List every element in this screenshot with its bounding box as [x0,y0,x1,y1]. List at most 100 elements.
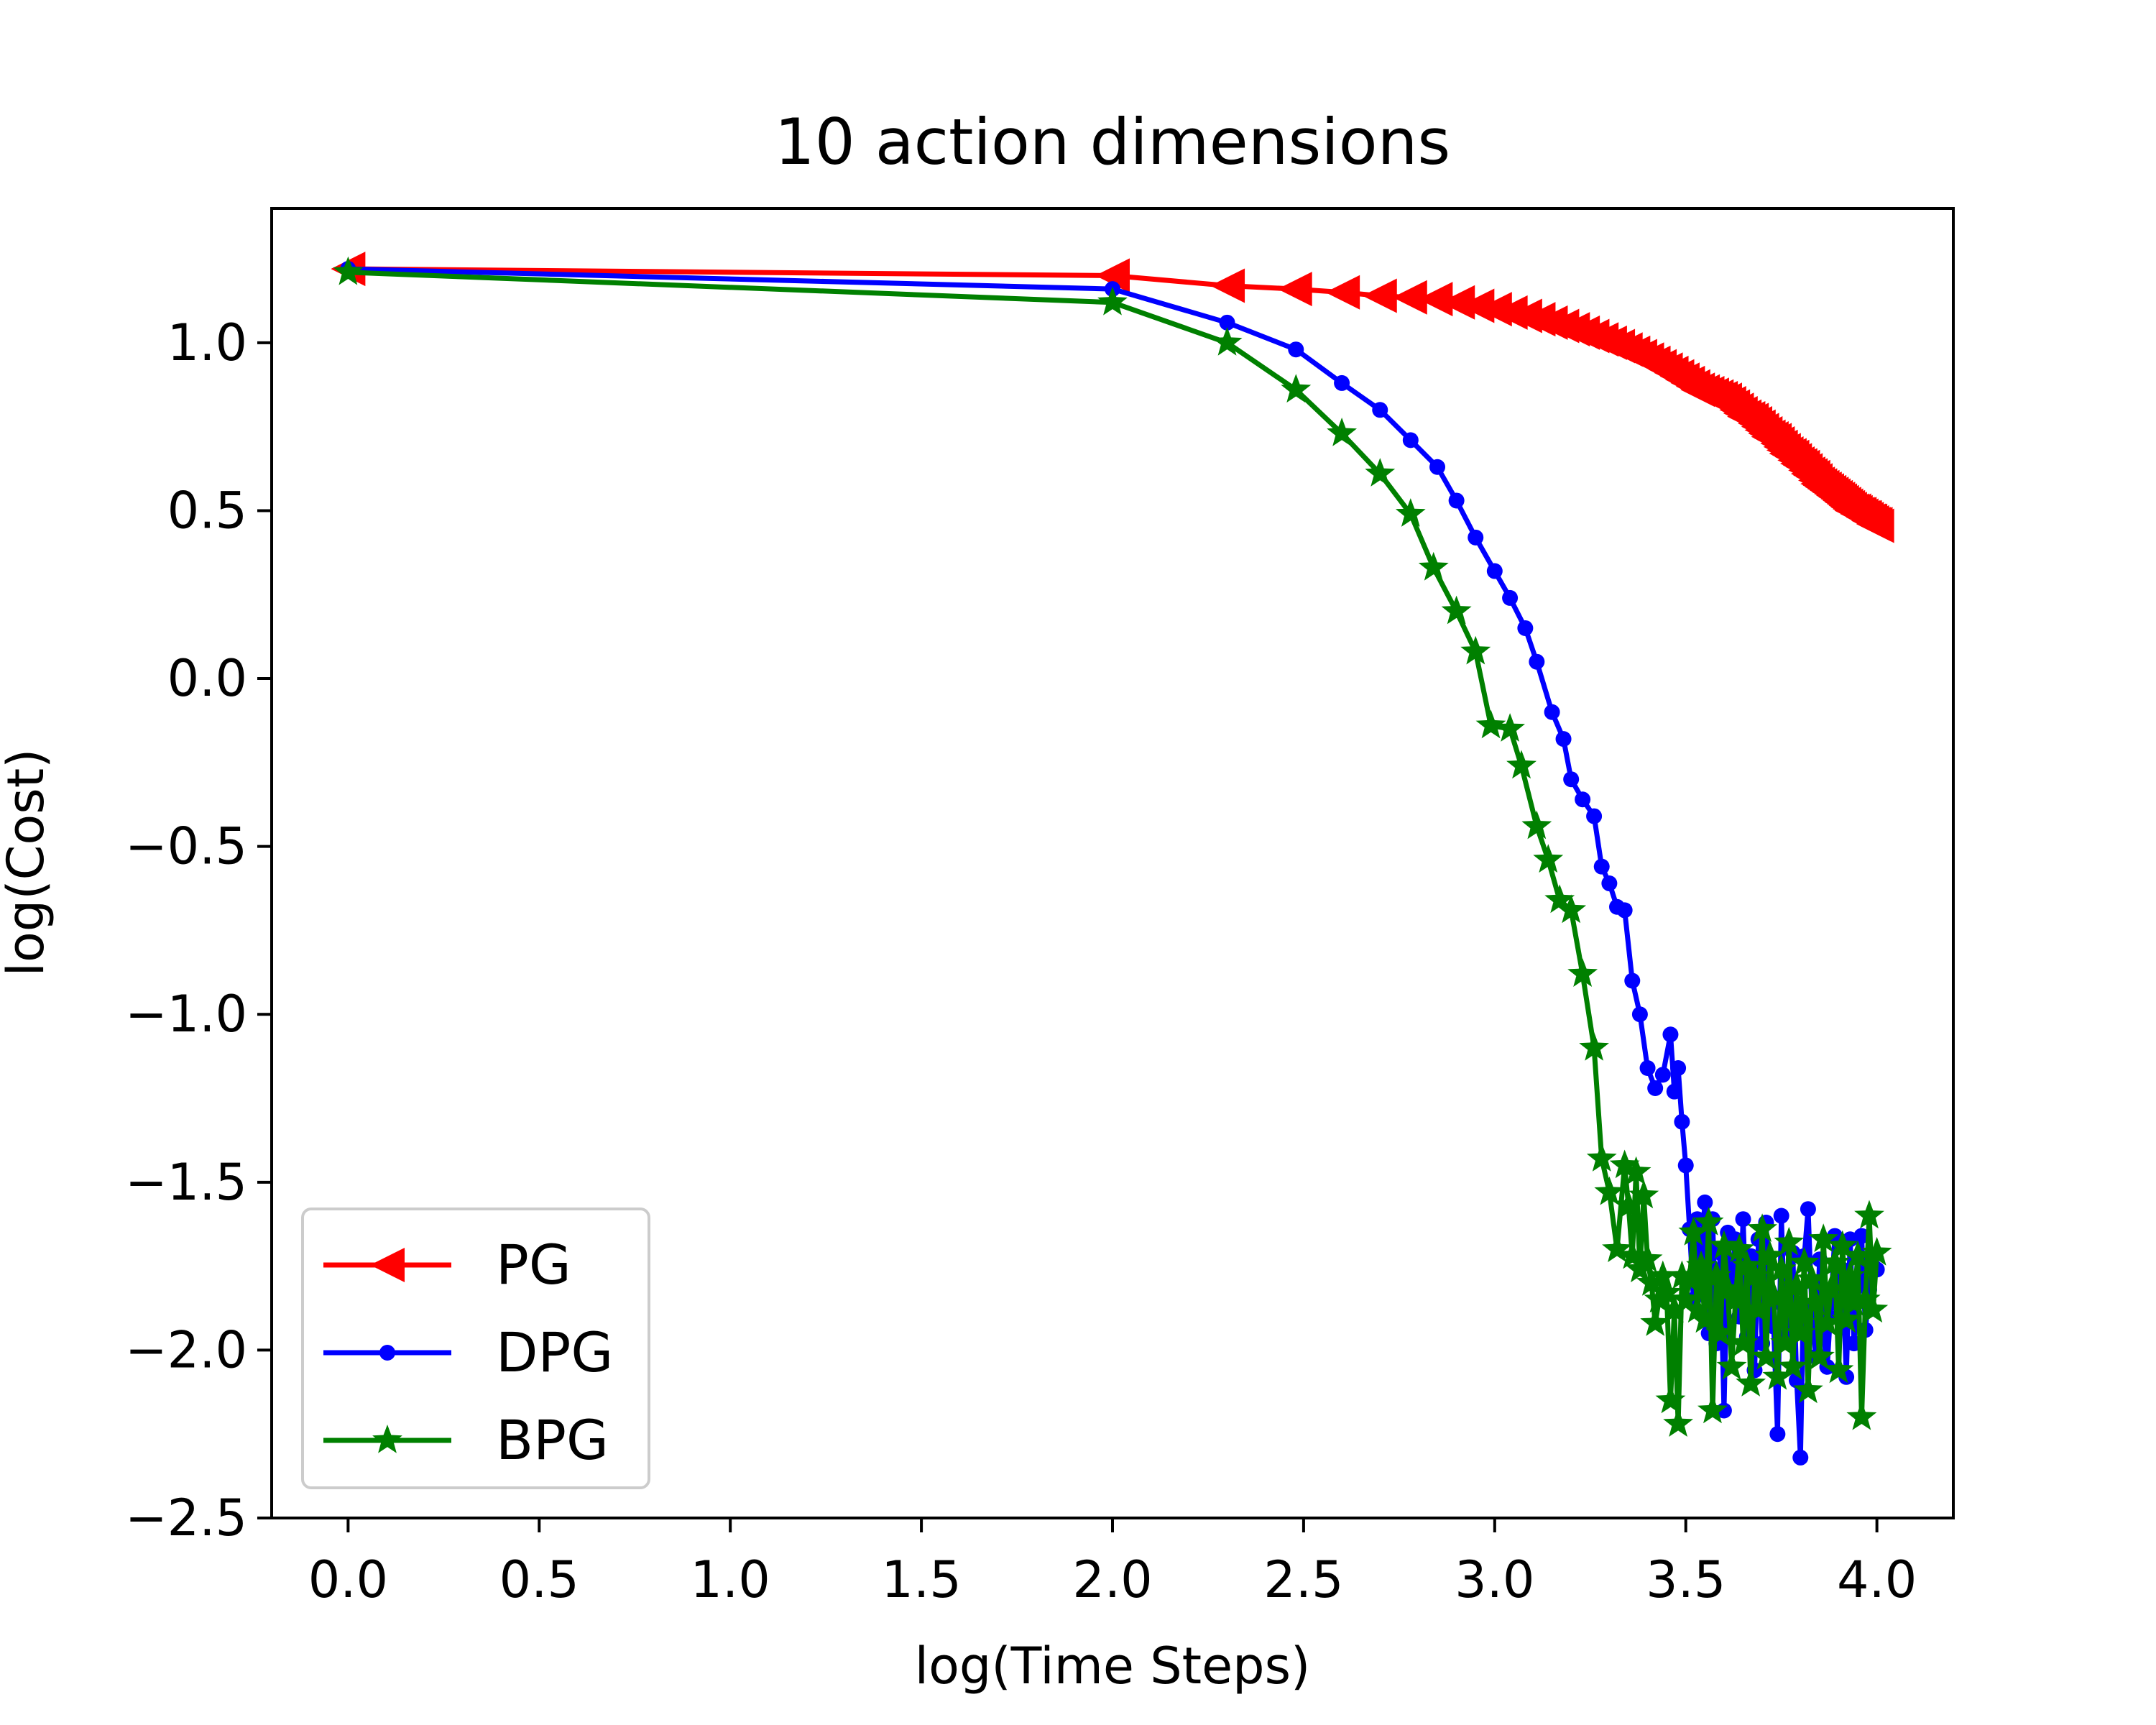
data-point-bpg [1617,1240,1648,1269]
data-point-dpg [1529,653,1545,670]
data-point-dpg [1769,1426,1786,1443]
data-point-bpg [1628,1179,1659,1209]
data-point-dpg [1792,1449,1809,1466]
data-point-bpg [1567,958,1598,987]
data-point-bpg [1212,326,1243,356]
data-point-bpg [1521,810,1552,840]
legend-marker-bpg [372,1425,402,1453]
data-point-dpg [1631,1006,1648,1023]
y-tick-label: −1.0 [125,985,247,1044]
data-point-bpg [1693,1206,1724,1236]
data-point-dpg [1853,1228,1870,1244]
data-point-bpg [1793,1374,1823,1404]
data-point-bpg [1659,1294,1690,1323]
data-point-bpg [1804,1340,1835,1370]
y-tick-label: −1.5 [125,1153,247,1212]
data-point-bpg [1812,1307,1843,1336]
data-point-dpg [1372,402,1388,418]
data-point-bpg [1556,894,1587,924]
data-point-bpg [1766,1254,1797,1283]
data-point-dpg [1486,563,1503,579]
data-point-dpg [1468,529,1484,546]
data-point-bpg [1678,1216,1709,1246]
data-point-bpg [1640,1307,1671,1336]
data-point-dpg [1654,1067,1671,1083]
y-tick-label: 1.0 [167,313,247,372]
data-point-bpg [1636,1267,1667,1296]
legend-label: PG [496,1233,571,1297]
x-tick-label: 0.0 [308,1550,388,1609]
data-point-dpg [1586,808,1603,824]
data-point-bpg [1327,418,1357,446]
y-tick-label: 0.5 [167,481,247,540]
data-point-bpg [1690,1304,1720,1333]
y-axis-label: log(Cost) [0,749,55,977]
x-axis-ticks: 0.0 0.5 1.0 1.5 2.0 2.5 3.0 3.5 4.0 [308,1518,1917,1609]
data-point-dpg [1616,902,1633,919]
data-point-pg [1362,278,1397,313]
legend-item-pg: PG [323,1233,571,1297]
legend-box [301,1208,650,1489]
data-point-bpg [1713,1274,1743,1303]
data-point-bpg [1731,1250,1762,1279]
data-point-dpg [1697,1194,1713,1210]
y-tick-label: −0.5 [125,817,247,876]
data-point-bpg [1743,1294,1774,1323]
data-point-bpg [1751,1340,1782,1370]
data-point-bpg [1736,1368,1766,1397]
data-point-bpg [1709,1230,1739,1259]
legend-item-bpg: BPG [323,1408,609,1472]
data-point-bpg [1441,595,1472,625]
data-point-bpg [1808,1223,1839,1252]
data-point-dpg [1502,589,1519,606]
data-point-bpg [1827,1230,1858,1259]
data-point-pg [1095,258,1130,293]
data-point-pg [1210,268,1245,303]
data-point-dpg [1662,1026,1679,1043]
data-point-bpg [1395,498,1426,527]
data-point-bpg [1846,1401,1877,1430]
data-point-pg [1325,275,1360,310]
data-point-bpg [333,256,364,285]
data-point-bpg [1762,1361,1793,1390]
data-point-pg [1277,272,1312,307]
data-point-dpg [1429,459,1446,475]
data-point-dpg [1563,771,1580,788]
data-point-bpg [1613,1190,1644,1219]
data-point-bpg [1682,1294,1713,1323]
data-point-bpg [1674,1264,1705,1293]
data-point-bpg [1475,709,1506,739]
data-point-dpg [1773,1208,1789,1224]
data-point-bpg [1663,1408,1693,1437]
data-point-bpg [1594,1176,1625,1205]
legend-marker-dpg [379,1345,395,1361]
x-axis-label: log(Time Steps) [915,1637,1311,1696]
data-point-pg [1418,282,1453,317]
data-point-bpg [1506,750,1537,779]
x-tick-label: 2.5 [1263,1550,1343,1609]
data-point-dpg [1647,1080,1664,1097]
legend-marker-pg [370,1248,405,1282]
data-point-dpg [1666,1083,1682,1100]
data-point-dpg [1402,432,1419,448]
data-point-dpg [1670,1059,1687,1076]
y-tick-label: 0.0 [167,649,247,708]
data-point-dpg [1601,875,1618,892]
data-point-bpg [1724,1233,1755,1263]
x-tick-label: 3.5 [1646,1550,1726,1609]
data-point-pg [1460,288,1495,323]
data-point-bpg [1785,1317,1816,1346]
data-point-bpg [1647,1260,1678,1289]
data-point-bpg [1651,1277,1682,1306]
x-tick-label: 1.0 [691,1550,770,1609]
data-point-bpg [1720,1284,1751,1313]
legend-label: DPG [496,1320,613,1384]
data-point-bpg [1789,1246,1820,1276]
data-point-bpg [1533,844,1564,873]
data-point-bpg [1418,551,1449,581]
data-point-bpg [1831,1304,1861,1333]
data-point-dpg [1288,341,1304,358]
data-point-bpg [1820,1246,1851,1276]
data-point-bpg [1697,1394,1728,1424]
